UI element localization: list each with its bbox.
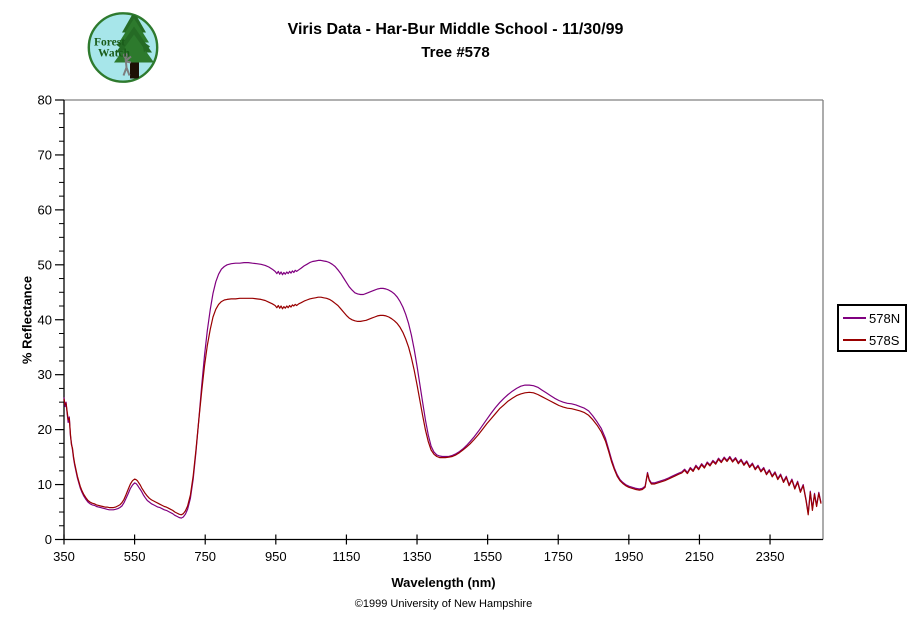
legend: 578N 578S <box>837 304 907 352</box>
y-tick-label: 70 <box>38 147 52 162</box>
y-tick-label: 80 <box>38 93 52 108</box>
chart-title-line2: Tree #578 <box>421 44 490 61</box>
y-axis-ticks <box>55 99 64 541</box>
x-tick-labels: 350 550 750 950 1150 1350 1550 1750 1950 2150 2350 <box>53 549 784 564</box>
y-tick-labels: 0 10 20 30 40 50 60 70 80 <box>38 93 52 548</box>
forest-watch-logo: Forest Watch <box>87 12 159 83</box>
chart-title-line1: Viris Data - Har-Bur Middle School - 11/… <box>287 21 624 38</box>
y-tick-label: 30 <box>38 367 52 382</box>
legend-entry-578S: 578S <box>839 330 905 350</box>
plot-border <box>64 99 824 540</box>
series-lines <box>63 259 822 519</box>
x-tick-label: 1550 <box>473 549 502 564</box>
y-tick-label: 10 <box>38 477 52 492</box>
legend-line-swatch-578N <box>843 317 866 319</box>
x-tick-label: 950 <box>265 549 287 564</box>
y-tick-label: 0 <box>45 532 52 547</box>
y-tick-label: 50 <box>38 257 52 272</box>
series-578N-line <box>63 259 822 519</box>
legend-entry-578N: 578N <box>839 308 905 328</box>
x-axis-ticks <box>63 534 771 545</box>
x-tick-label: 350 <box>53 549 75 564</box>
x-tick-label: 1350 <box>403 549 432 564</box>
x-axis-title: Wavelength (nm) <box>391 575 496 590</box>
x-tick-label: 750 <box>194 549 216 564</box>
x-tick-label: 550 <box>124 549 146 564</box>
copyright-text: ©1999 University of New Hampshire <box>354 598 533 610</box>
y-tick-label: 20 <box>38 422 52 437</box>
legend-label-578S: 578S <box>869 332 900 348</box>
x-tick-label: 2150 <box>685 549 714 564</box>
x-tick-label: 1950 <box>614 549 643 564</box>
y-tick-label: 60 <box>38 202 52 217</box>
legend-label-578N: 578N <box>869 310 901 326</box>
logo-text-line1: Forest <box>94 37 125 49</box>
y-axis-title: % Reflectance <box>19 275 35 365</box>
x-tick-label: 2350 <box>756 549 785 564</box>
x-tick-label: 1750 <box>544 549 573 564</box>
logo-text-line2: Watch <box>98 48 131 60</box>
axes <box>63 100 823 541</box>
legend-line-swatch-578S <box>843 339 866 341</box>
y-tick-label: 40 <box>38 312 52 327</box>
series-578S-line <box>63 296 822 516</box>
x-tick-label: 1150 <box>332 549 360 564</box>
person-icon <box>122 52 132 76</box>
